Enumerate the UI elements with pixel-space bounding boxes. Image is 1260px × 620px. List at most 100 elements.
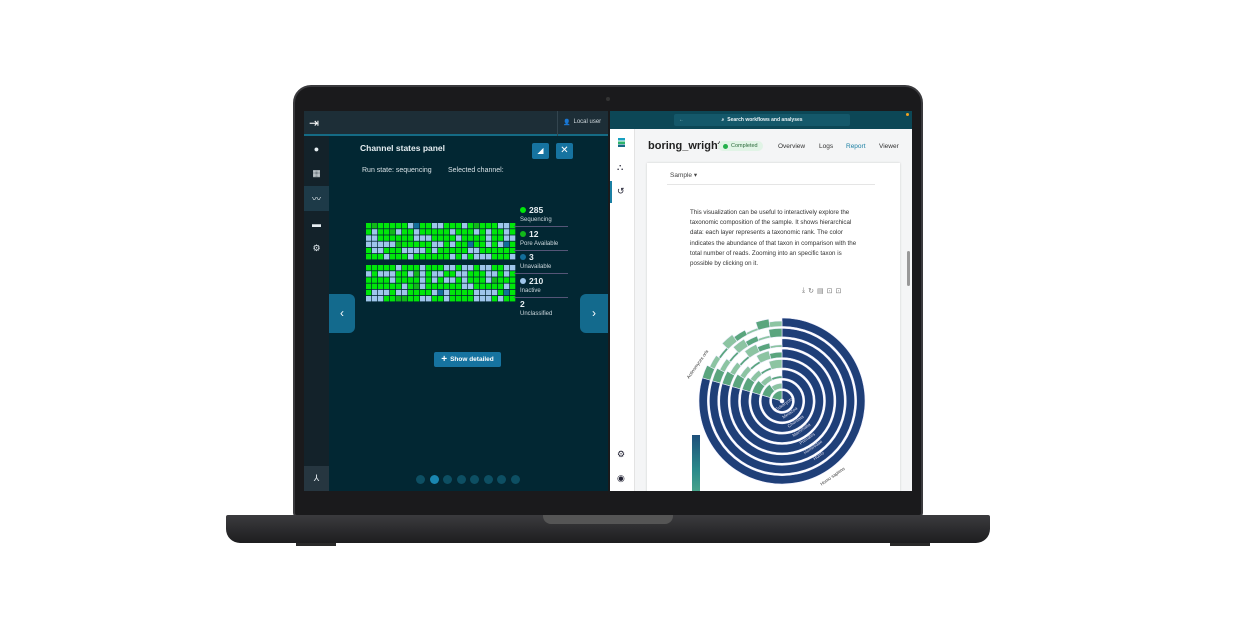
channel-cell[interactable]	[396, 271, 402, 277]
channel-cell[interactable]	[426, 235, 432, 241]
channel-cell[interactable]	[510, 247, 516, 254]
channel-cell[interactable]	[510, 235, 516, 241]
channel-cell[interactable]	[384, 277, 390, 283]
channel-cell[interactable]	[480, 247, 486, 254]
channel-cell[interactable]	[456, 296, 462, 302]
menu-toggle-icon[interactable]: ⇥	[309, 116, 320, 130]
channel-cell[interactable]	[390, 296, 396, 302]
sunburst-segment[interactable]	[771, 390, 783, 401]
channel-cell[interactable]	[414, 289, 420, 296]
channel-cell[interactable]	[390, 271, 396, 277]
sunburst-segment[interactable]	[718, 347, 729, 359]
channel-cell[interactable]	[456, 283, 462, 289]
channel-cell[interactable]	[366, 289, 372, 296]
channel-cell[interactable]	[384, 296, 390, 302]
search-input[interactable]: ← ⌕ Search workflows and analyses	[674, 114, 850, 126]
channel-cell[interactable]	[438, 296, 444, 302]
channel-cell[interactable]	[420, 241, 426, 247]
channel-cell[interactable]	[432, 271, 438, 277]
channel-cell[interactable]	[480, 223, 486, 229]
edit-button[interactable]: ◢	[532, 143, 549, 159]
channel-cell[interactable]	[444, 254, 450, 260]
channel-cell[interactable]	[450, 254, 456, 260]
channel-cell[interactable]	[408, 271, 414, 277]
channel-cell[interactable]	[414, 265, 420, 271]
download-icon[interactable]: ⤓	[802, 287, 806, 294]
sunburst-segment[interactable]	[749, 369, 763, 383]
channel-cell[interactable]	[450, 235, 456, 241]
channel-cell[interactable]	[408, 283, 414, 289]
channel-cell[interactable]	[498, 271, 504, 277]
channel-cell[interactable]	[444, 289, 450, 296]
channel-cell[interactable]	[438, 223, 444, 229]
channel-cell[interactable]	[498, 247, 504, 254]
channel-cell[interactable]	[438, 265, 444, 271]
channel-cell[interactable]	[468, 229, 474, 235]
sunburst-segment[interactable]	[749, 360, 761, 371]
channel-cell[interactable]	[486, 296, 492, 302]
page-dot[interactable]	[429, 475, 439, 484]
channel-cell[interactable]	[498, 229, 504, 235]
channel-cell[interactable]	[468, 271, 474, 277]
channel-cell[interactable]	[378, 235, 384, 241]
channel-cell[interactable]	[462, 247, 468, 254]
channel-cell[interactable]	[504, 235, 510, 241]
channel-cell[interactable]	[480, 254, 486, 260]
channel-cell[interactable]	[432, 241, 438, 247]
sunburst-segment[interactable]	[719, 338, 845, 464]
channel-cell[interactable]	[480, 241, 486, 247]
channel-cell[interactable]	[396, 254, 402, 260]
channel-cell[interactable]	[492, 277, 498, 283]
channel-cell[interactable]	[462, 283, 468, 289]
channel-cell[interactable]	[438, 247, 444, 254]
channel-cell[interactable]	[492, 283, 498, 289]
channel-cell[interactable]	[426, 229, 432, 235]
next-button[interactable]: ›	[580, 294, 608, 333]
channel-cell[interactable]	[444, 235, 450, 241]
channel-cell[interactable]	[498, 254, 504, 260]
channel-cell[interactable]	[462, 277, 468, 283]
channel-cell[interactable]	[426, 296, 432, 302]
channel-cell[interactable]	[378, 296, 384, 302]
channel-cell[interactable]	[450, 265, 456, 271]
channel-cell[interactable]	[480, 265, 486, 271]
channel-cell[interactable]	[504, 265, 510, 271]
channel-cell[interactable]	[396, 223, 402, 229]
channel-cell[interactable]	[498, 235, 504, 241]
sunburst-segment[interactable]	[745, 327, 759, 336]
channel-cell[interactable]	[378, 241, 384, 247]
channel-cell[interactable]	[450, 277, 456, 283]
channel-cell[interactable]	[384, 289, 390, 296]
channel-cell[interactable]	[438, 241, 444, 247]
page-dot[interactable]	[470, 475, 479, 484]
channel-cell[interactable]	[426, 254, 432, 260]
channel-cell[interactable]	[474, 289, 480, 296]
channel-cell[interactable]	[408, 235, 414, 241]
sunburst-segment[interactable]	[728, 351, 740, 363]
channel-cell[interactable]	[378, 247, 384, 254]
channel-cell[interactable]	[486, 283, 492, 289]
channel-cell[interactable]	[414, 277, 420, 283]
channel-cell[interactable]	[462, 296, 468, 302]
sunburst-segment[interactable]	[770, 382, 783, 392]
channel-cell[interactable]	[474, 241, 480, 247]
page-dot[interactable]	[483, 475, 493, 484]
channel-cell[interactable]	[402, 247, 408, 254]
channel-cell[interactable]	[510, 241, 516, 247]
channel-cell[interactable]	[414, 223, 420, 229]
channel-cell[interactable]	[492, 289, 498, 296]
channel-cell[interactable]	[372, 277, 378, 283]
channel-cell[interactable]	[420, 223, 426, 229]
channel-cell[interactable]	[486, 289, 492, 296]
channel-cell[interactable]	[420, 277, 426, 283]
channel-grid[interactable]	[366, 223, 518, 303]
message-icon[interactable]: ▬	[312, 218, 321, 229]
channel-cell[interactable]	[480, 277, 486, 283]
channel-cell[interactable]	[486, 241, 492, 247]
channel-cell[interactable]	[504, 223, 510, 229]
channel-cell[interactable]	[378, 271, 384, 277]
channel-cell[interactable]	[510, 265, 516, 271]
channel-cell[interactable]	[372, 223, 378, 229]
sunburst-segment[interactable]	[760, 375, 773, 387]
channel-cell[interactable]	[468, 223, 474, 229]
